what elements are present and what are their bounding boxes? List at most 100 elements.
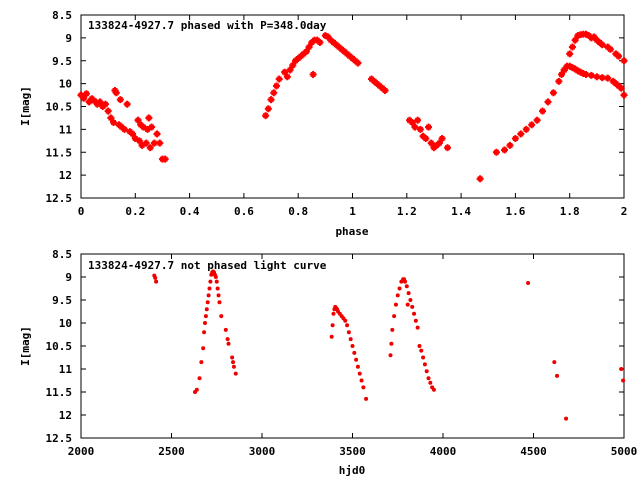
data-point bbox=[431, 387, 436, 392]
data-point-arm bbox=[299, 52, 302, 60]
data-point-arm bbox=[435, 141, 438, 149]
x-axis-label: hjd0 bbox=[339, 464, 366, 477]
data-point-arm bbox=[348, 52, 351, 60]
data-point bbox=[233, 371, 238, 376]
data-point-arm bbox=[419, 125, 422, 133]
data-point-arm bbox=[446, 144, 449, 152]
data-point-arm bbox=[356, 59, 359, 67]
y-tick-label: 9 bbox=[65, 271, 72, 284]
x-tick-label: 0 bbox=[78, 205, 85, 218]
data-point bbox=[408, 298, 413, 302]
data-point-arm bbox=[329, 36, 332, 44]
y-tick-label: 10.5 bbox=[46, 101, 73, 114]
data-point bbox=[404, 284, 409, 289]
data-point-arm bbox=[587, 32, 590, 40]
data-point bbox=[426, 376, 431, 381]
x-tick-label: 2500 bbox=[158, 445, 185, 458]
data-point-arm bbox=[80, 91, 82, 99]
data-point-arm bbox=[138, 137, 141, 145]
unphased-light-curve-panel: 8.5 9 9.5 10 10.5 11 11.5 12 12.5 2000 2500 3000 35… bbox=[19, 248, 637, 477]
data-point-arm bbox=[617, 52, 620, 60]
data-point-arm bbox=[595, 73, 598, 81]
data-point bbox=[357, 371, 362, 376]
y-tick-label: 11 bbox=[59, 363, 73, 376]
x-tick-label: 3000 bbox=[249, 445, 276, 458]
data-point-arm bbox=[612, 77, 615, 85]
data-point-arm bbox=[623, 57, 625, 65]
data-point bbox=[389, 341, 394, 346]
plot-title: 133824-4927.7 not phased light curve bbox=[88, 259, 327, 272]
x-tick-label: 1.4 bbox=[451, 205, 471, 218]
data-point bbox=[619, 367, 624, 371]
data-point-arm bbox=[370, 75, 373, 83]
data-point-arm bbox=[291, 61, 294, 69]
data-point-arm bbox=[164, 155, 167, 163]
data-point bbox=[202, 330, 207, 335]
y-tick-labels: 8.5 9 9.5 10 10.5 11 11.5 12 12.5 bbox=[46, 248, 73, 445]
data-point bbox=[194, 387, 199, 392]
data-point bbox=[359, 378, 364, 383]
y-axis-label: I[mag] bbox=[19, 86, 32, 126]
data-point bbox=[214, 279, 219, 284]
data-point-arm bbox=[606, 74, 609, 82]
x-tick-label: 0.2 bbox=[125, 205, 145, 218]
data-point-arm bbox=[318, 38, 321, 46]
data-point bbox=[415, 325, 420, 330]
y-tick-label: 10 bbox=[59, 317, 72, 330]
data-point-arm bbox=[267, 105, 270, 113]
data-point-arm bbox=[275, 82, 278, 90]
data-point-arm bbox=[337, 43, 340, 51]
x-tick-label: 2000 bbox=[68, 445, 95, 458]
data-point bbox=[206, 293, 211, 298]
data-point bbox=[402, 279, 407, 284]
data-point-arm bbox=[137, 116, 140, 124]
data-point bbox=[526, 280, 531, 285]
data-point-arm bbox=[422, 132, 425, 140]
data-point-arm bbox=[574, 36, 577, 44]
data-point bbox=[352, 350, 357, 355]
y-tick-label: 12.5 bbox=[46, 192, 73, 205]
data-point-arm bbox=[96, 100, 99, 108]
data-point bbox=[348, 337, 353, 342]
data-point-arm bbox=[308, 43, 311, 51]
data-point-arm bbox=[579, 68, 582, 76]
data-point-arm bbox=[495, 148, 498, 156]
data-point-arm bbox=[519, 130, 522, 138]
data-point-arm bbox=[381, 84, 384, 92]
data-point-arm bbox=[142, 123, 145, 131]
data-point-arm bbox=[332, 38, 335, 46]
data-point bbox=[393, 302, 398, 307]
data-point-arm bbox=[278, 75, 281, 83]
data-point bbox=[397, 286, 402, 291]
data-point bbox=[417, 344, 422, 348]
data-point-arm bbox=[139, 121, 142, 129]
data-point-arm bbox=[126, 100, 129, 108]
data-point bbox=[207, 286, 212, 291]
x-tick-label: 1.8 bbox=[560, 205, 580, 218]
data-point bbox=[350, 344, 355, 348]
x-tick-label: 2 bbox=[621, 205, 628, 218]
data-point-arm bbox=[614, 50, 617, 58]
data-point-arm bbox=[153, 139, 156, 147]
data-point-arm bbox=[289, 66, 292, 74]
data-point-arm bbox=[316, 36, 319, 44]
data-point-arm bbox=[305, 48, 308, 56]
x-tick-label: 0.8 bbox=[288, 205, 308, 218]
data-point-arm bbox=[411, 119, 414, 127]
data-point-arm bbox=[563, 66, 566, 74]
data-point-arm bbox=[340, 45, 343, 53]
data-point-arm bbox=[134, 135, 137, 143]
data-point-arm bbox=[312, 70, 315, 78]
data-point-arm bbox=[270, 96, 273, 104]
data-point-arm bbox=[327, 33, 330, 41]
data-point-arm bbox=[432, 144, 435, 152]
x-tick-label: 1.2 bbox=[397, 205, 417, 218]
data-point-arm bbox=[593, 33, 596, 41]
data-point-arm bbox=[614, 80, 617, 88]
data-point bbox=[329, 334, 334, 339]
y-tick-label: 9.5 bbox=[52, 55, 72, 68]
y-tick-label: 10 bbox=[59, 78, 72, 91]
data-point-arm bbox=[354, 57, 357, 65]
data-point-arm bbox=[441, 135, 444, 143]
